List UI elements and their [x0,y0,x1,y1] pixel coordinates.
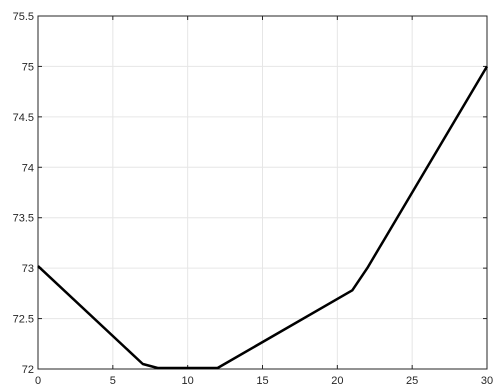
series-line-0 [37,65,489,370]
series-layer [37,65,489,370]
y-tick-label: 74 [22,162,34,174]
y-tick-label: 75 [22,61,34,73]
y-tick-label: 73 [22,263,34,275]
y-tick-label: 72.5 [13,314,34,326]
x-tick-label: 5 [110,375,116,387]
grid-lines [37,15,488,370]
x-tick-label: 10 [182,375,194,387]
x-tick-label: 30 [481,375,493,387]
y-tick-label: 74.5 [13,112,34,124]
y-tick-label: 73.5 [13,213,34,225]
tick-labels: 0 5 10 15 20 25 30 72 72.5 73 73.5 74 74.5 75 75.5 [13,11,493,387]
axis-ticks [37,15,488,370]
y-tick-label: 72 [22,364,34,376]
x-tick-label: 0 [35,375,41,387]
y-tick-label: 75.5 [13,11,34,23]
x-tick-label: 25 [406,375,418,387]
x-tick-label: 20 [331,375,343,387]
x-tick-label: 15 [256,375,268,387]
